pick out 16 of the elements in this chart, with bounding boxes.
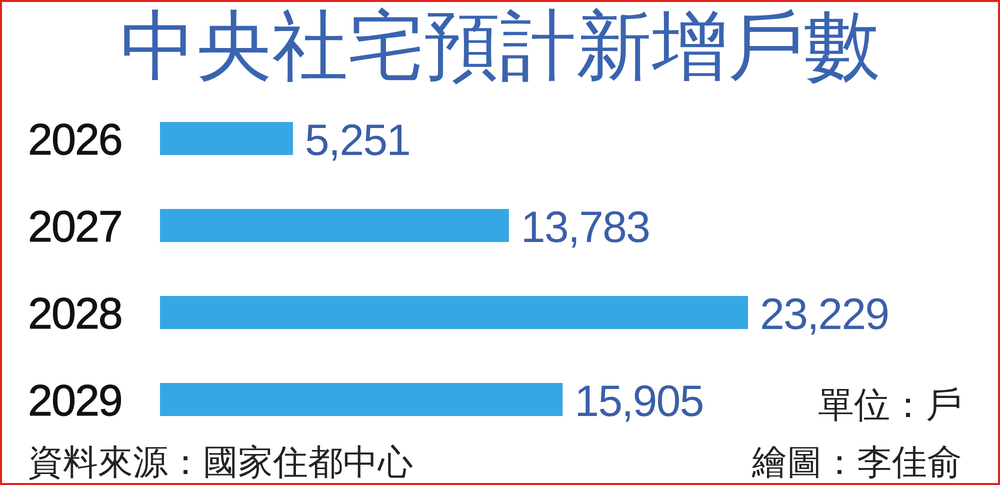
annotation: 資料來源：國家住都中心: [28, 443, 413, 482]
data-label: 23,229: [760, 290, 889, 340]
text: 繪圖：李佳俞: [751, 443, 962, 482]
chart-title: 中央社宅預計新增戶數: [120, 4, 880, 89]
y-tick-label: 2027: [28, 202, 122, 252]
bar: [160, 208, 509, 242]
bar: [160, 382, 563, 416]
y-tick-label: 2029: [28, 376, 122, 426]
y-tick-label: 2028: [28, 289, 122, 338]
text: 單位：戶: [818, 384, 962, 425]
y-tick-label: 2026: [28, 115, 122, 164]
data-label: 15,905: [574, 377, 704, 426]
bar: [160, 122, 293, 156]
data-label: 13,783: [520, 203, 650, 252]
bar: [160, 296, 748, 330]
data-label: 5,251: [304, 116, 410, 166]
